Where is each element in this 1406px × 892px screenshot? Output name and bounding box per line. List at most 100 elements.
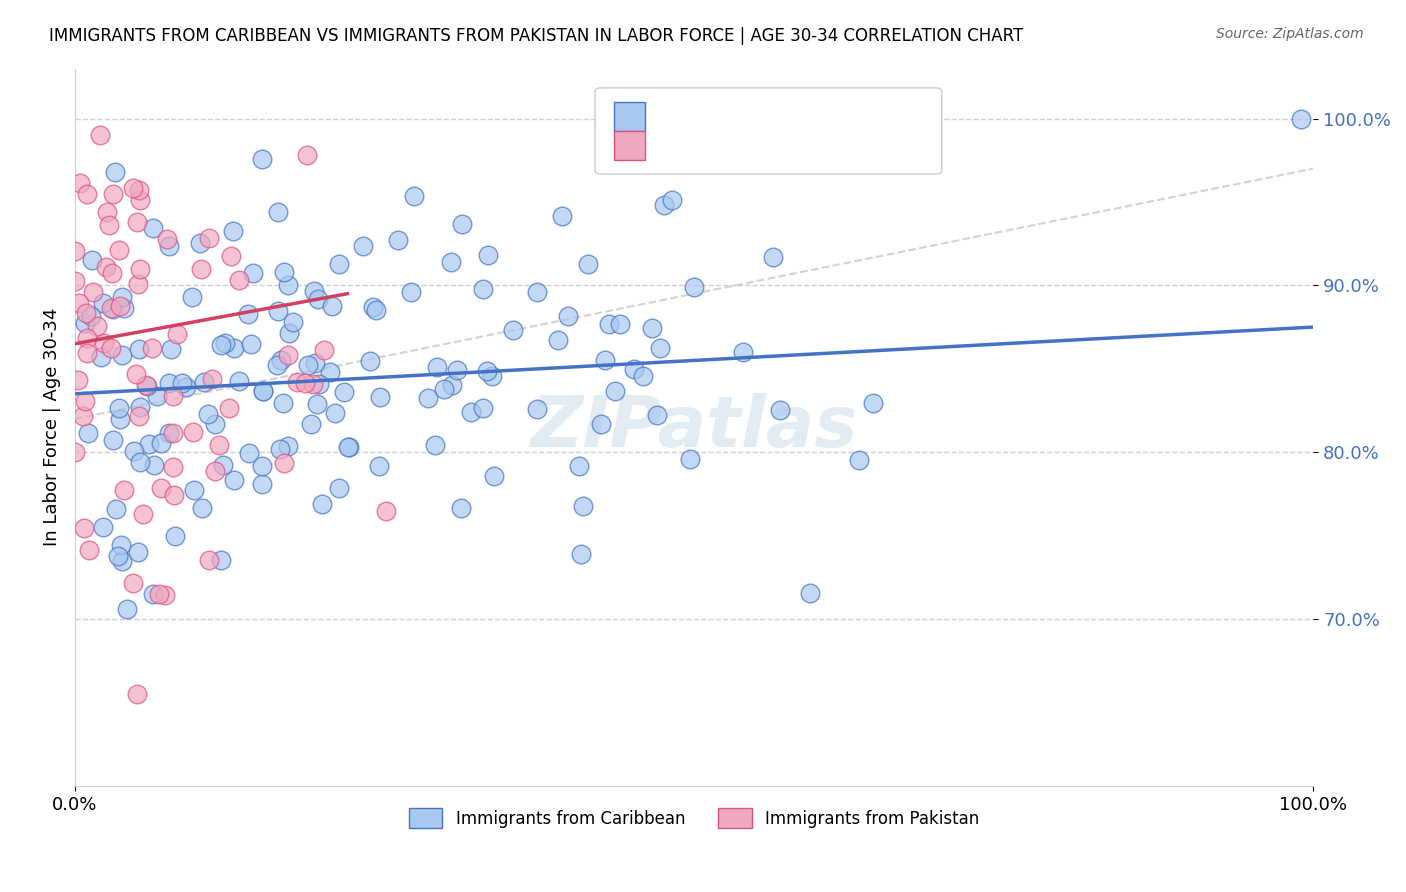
Immigrants from Caribbean: [269, 442, 291, 457]
Immigrants from Caribbean: [352, 238, 374, 252]
Immigrants from Caribbean: [107, 549, 129, 563]
Immigrants from Pakistan: [128, 183, 150, 197]
Immigrants from Caribbean: [136, 379, 159, 393]
FancyBboxPatch shape: [613, 131, 644, 160]
Y-axis label: In Labor Force | Age 30-34: In Labor Force | Age 30-34: [44, 308, 60, 546]
Immigrants from Pakistan: [135, 377, 157, 392]
Immigrants from Caribbean: [209, 553, 232, 567]
Immigrants from Caribbean: [678, 452, 700, 467]
Immigrants from Caribbean: [471, 401, 494, 415]
Immigrants from Caribbean: [446, 363, 468, 377]
Immigrants from Pakistan: [82, 285, 104, 299]
Immigrants from Caribbean: [283, 315, 305, 329]
Immigrants from Pakistan: [76, 346, 98, 360]
Immigrants from Pakistan: [125, 367, 148, 381]
Immigrants from Pakistan: [163, 487, 186, 501]
FancyBboxPatch shape: [595, 88, 942, 174]
Immigrants from Caribbean: [652, 197, 675, 211]
Immigrants from Caribbean: [238, 307, 260, 321]
Immigrants from Caribbean: [271, 396, 294, 410]
Immigrants from Caribbean: [224, 473, 246, 487]
Immigrants from Caribbean: [440, 255, 463, 269]
Immigrants from Caribbean: [180, 289, 202, 303]
Immigrants from Pakistan: [89, 128, 111, 143]
Text: ZIPatlas: ZIPatlas: [530, 392, 858, 462]
Immigrants from Pakistan: [221, 250, 243, 264]
Immigrants from Pakistan: [197, 231, 219, 245]
Immigrants from Caribbean: [76, 426, 98, 441]
Immigrants from Caribbean: [337, 441, 360, 455]
Immigrants from Caribbean: [762, 250, 785, 264]
Immigrants from Caribbean: [101, 433, 124, 447]
Immigrants from Caribbean: [128, 400, 150, 414]
Immigrants from Caribbean: [547, 333, 569, 347]
Immigrants from Caribbean: [321, 299, 343, 313]
Immigrants from Caribbean: [110, 537, 132, 551]
Immigrants from Caribbean: [138, 437, 160, 451]
Immigrants from Caribbean: [598, 317, 620, 331]
Immigrants from Caribbean: [250, 152, 273, 166]
Immigrants from Pakistan: [72, 409, 94, 423]
Immigrants from Caribbean: [128, 342, 150, 356]
Immigrants from Caribbean: [319, 365, 342, 379]
Immigrants from Pakistan: [201, 372, 224, 386]
Immigrants from Caribbean: [193, 376, 215, 390]
Immigrants from Caribbean: [472, 282, 495, 296]
Immigrants from Caribbean: [359, 354, 381, 368]
Immigrants from Caribbean: [75, 316, 97, 330]
Immigrants from Pakistan: [63, 244, 86, 259]
Immigrants from Caribbean: [460, 405, 482, 419]
Immigrants from Caribbean: [160, 343, 183, 357]
Immigrants from Pakistan: [77, 543, 100, 558]
Immigrants from Caribbean: [299, 417, 322, 431]
Immigrants from Caribbean: [368, 390, 391, 404]
Immigrants from Caribbean: [104, 165, 127, 179]
Immigrants from Caribbean: [143, 458, 166, 472]
Immigrants from Caribbean: [367, 459, 389, 474]
Immigrants from Caribbean: [111, 290, 134, 304]
Immigrants from Pakistan: [101, 266, 124, 280]
Immigrants from Caribbean: [475, 364, 498, 378]
Immigrants from Caribbean: [240, 337, 263, 351]
Immigrants from Caribbean: [401, 285, 423, 299]
Immigrants from Caribbean: [228, 374, 250, 388]
Immigrants from Pakistan: [127, 277, 149, 291]
Immigrants from Caribbean: [101, 302, 124, 317]
Immigrants from Pakistan: [301, 377, 323, 392]
Text: R =: R =: [657, 106, 696, 124]
Immigrants from Pakistan: [181, 425, 204, 439]
Immigrants from Caribbean: [799, 585, 821, 599]
Immigrants from Caribbean: [214, 335, 236, 350]
Immigrants from Caribbean: [477, 248, 499, 262]
Text: 67: 67: [873, 135, 898, 153]
Immigrants from Caribbean: [157, 376, 180, 390]
Immigrants from Pakistan: [285, 375, 308, 389]
Immigrants from Caribbean: [146, 389, 169, 403]
Immigrants from Caribbean: [647, 408, 669, 422]
Immigrants from Pakistan: [101, 187, 124, 202]
Immigrants from Caribbean: [683, 280, 706, 294]
Immigrants from Pakistan: [67, 295, 90, 310]
Immigrants from Caribbean: [631, 368, 654, 383]
Immigrants from Caribbean: [862, 396, 884, 410]
Immigrants from Caribbean: [336, 440, 359, 454]
Immigrants from Caribbean: [323, 406, 346, 420]
Immigrants from Caribbean: [433, 382, 456, 396]
Immigrants from Caribbean: [252, 384, 274, 398]
Immigrants from Pakistan: [204, 464, 226, 478]
Immigrants from Caribbean: [308, 376, 330, 391]
Immigrants from Pakistan: [110, 299, 132, 313]
Immigrants from Caribbean: [332, 384, 354, 399]
Text: IMMIGRANTS FROM CARIBBEAN VS IMMIGRANTS FROM PAKISTAN IN LABOR FORCE | AGE 30-34: IMMIGRANTS FROM CARIBBEAN VS IMMIGRANTS …: [49, 27, 1024, 45]
Immigrants from Pakistan: [86, 319, 108, 334]
Immigrants from Caribbean: [163, 529, 186, 543]
Immigrants from Caribbean: [311, 498, 333, 512]
Immigrants from Pakistan: [122, 180, 145, 194]
Legend: Immigrants from Caribbean, Immigrants from Pakistan: Immigrants from Caribbean, Immigrants fr…: [402, 801, 986, 835]
Immigrants from Pakistan: [63, 445, 86, 459]
Immigrants from Caribbean: [482, 469, 505, 483]
Immigrants from Caribbean: [297, 358, 319, 372]
Immigrants from Pakistan: [273, 456, 295, 470]
Immigrants from Caribbean: [270, 353, 292, 368]
Immigrants from Pakistan: [122, 576, 145, 591]
